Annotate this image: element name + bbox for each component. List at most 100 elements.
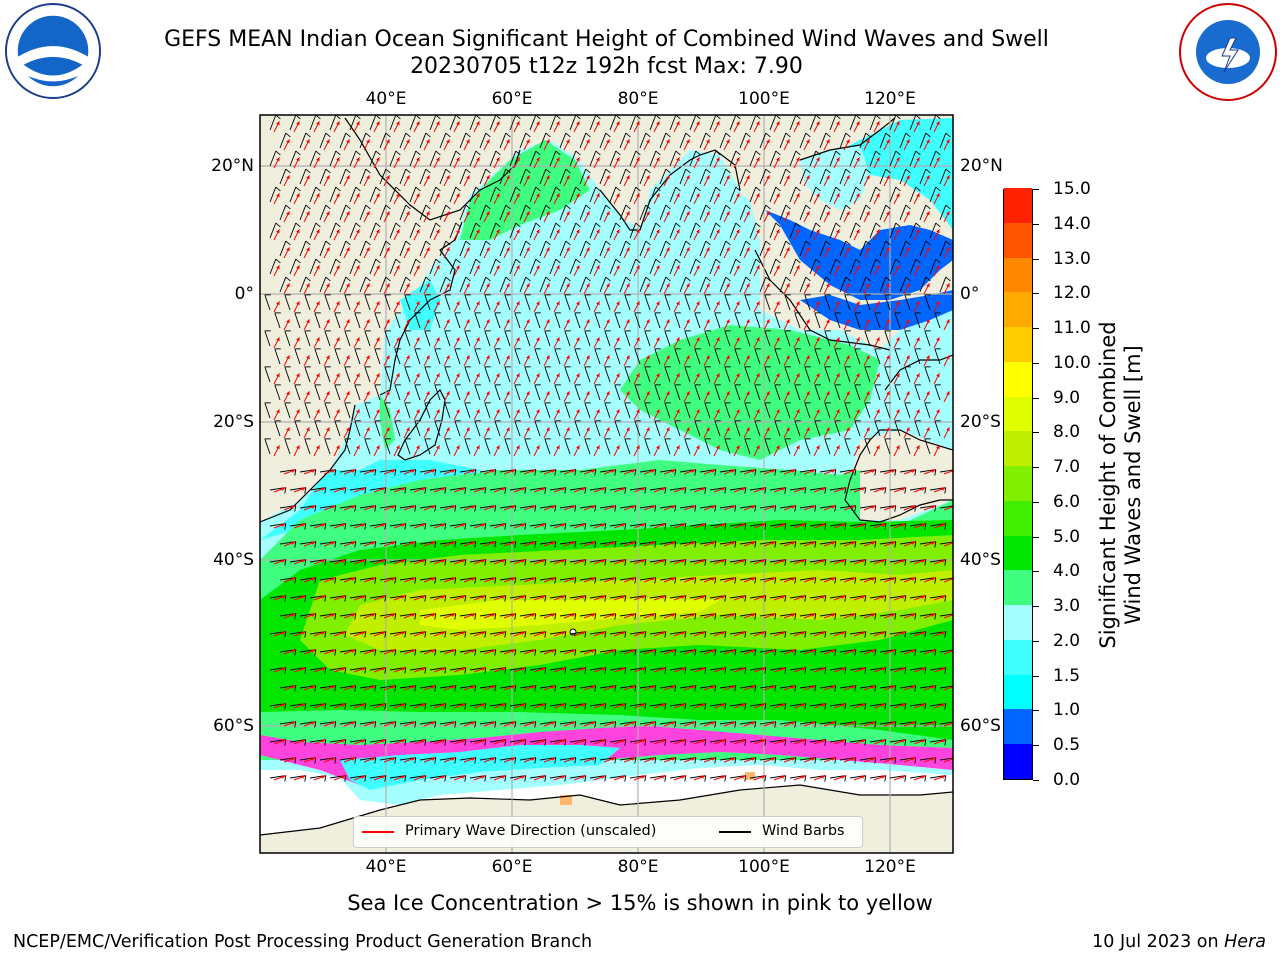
wave-direction-arrow — [883, 319, 890, 331]
wind-barb — [439, 240, 451, 257]
wave-direction-arrow — [813, 265, 820, 277]
wind-barb — [629, 258, 641, 275]
wave-direction-arrow — [453, 121, 460, 133]
wind-barb — [844, 402, 851, 419]
wave-direction-arrow — [763, 139, 770, 151]
wave-direction-arrow — [823, 577, 836, 583]
wave-direction-arrow — [633, 559, 646, 565]
wind-barb — [714, 312, 721, 329]
wind-barb — [884, 330, 891, 347]
wind-barb — [734, 312, 741, 329]
wind-barb — [849, 150, 861, 167]
wind-barb — [464, 294, 471, 311]
wave-direction-arrow — [773, 487, 786, 493]
wind-barb — [779, 168, 791, 185]
wave-direction-arrow — [473, 523, 486, 529]
wave-direction-arrow — [443, 469, 456, 475]
wave-direction-arrow — [613, 121, 620, 133]
wind-barb — [859, 240, 871, 257]
wind-barb — [724, 330, 731, 347]
wave-direction-arrow — [753, 337, 760, 349]
wind-barb — [894, 312, 901, 329]
wave-direction-arrow — [433, 631, 446, 637]
wind-barb — [674, 384, 681, 401]
wave-direction-arrow — [783, 247, 790, 259]
wave-direction-arrow — [913, 229, 920, 241]
wave-direction-arrow — [363, 139, 370, 151]
wind-barb — [924, 366, 931, 383]
wave-direction-arrow — [303, 175, 310, 187]
wind-barb — [844, 438, 851, 455]
wind-barb — [799, 276, 811, 293]
wave-direction-arrow — [613, 595, 626, 601]
wave-direction-arrow — [373, 703, 386, 709]
wave-direction-arrow — [803, 175, 810, 187]
wave-direction-arrow — [623, 649, 636, 655]
wave-direction-arrow — [863, 355, 870, 367]
wind-barb — [529, 186, 541, 203]
wave-direction-arrow — [873, 265, 880, 277]
colorbar-tick-label: 14.0 — [1053, 213, 1091, 234]
wave-direction-arrow — [673, 445, 680, 457]
wave-direction-arrow — [853, 265, 860, 277]
wind-barb — [764, 294, 771, 311]
wave-direction-arrow — [543, 685, 556, 691]
wind-barb — [734, 420, 741, 437]
wave-direction-arrow — [933, 667, 946, 673]
wind-barb — [719, 204, 731, 221]
wave-direction-arrow — [563, 319, 570, 331]
wave-direction-arrow — [463, 283, 470, 295]
wave-direction-arrow — [813, 157, 820, 169]
wave-direction-arrow — [803, 139, 810, 151]
colorbar-segment — [1004, 604, 1032, 640]
wave-direction-arrow — [563, 685, 576, 691]
wave-direction-arrow — [473, 229, 480, 241]
wind-barb — [694, 312, 701, 329]
wave-direction-arrow — [763, 175, 770, 187]
wave-direction-arrow — [473, 559, 486, 565]
wind-barb — [759, 240, 771, 257]
wave-direction-arrow — [423, 757, 436, 763]
wave-direction-arrow — [563, 613, 576, 619]
wave-direction-arrow — [903, 391, 910, 403]
wave-direction-arrow — [513, 193, 520, 205]
wave-direction-arrow — [863, 283, 870, 295]
wave-direction-arrow — [933, 775, 946, 781]
wave-direction-arrow — [703, 283, 710, 295]
wave-direction-arrow — [493, 667, 506, 673]
wave-direction-arrow — [493, 193, 500, 205]
wave-direction-arrow — [843, 283, 850, 295]
wind-barb — [694, 420, 701, 437]
wave-direction-arrow — [273, 775, 286, 781]
wave-direction-arrow — [643, 721, 656, 727]
wave-direction-arrow — [273, 487, 286, 493]
wave-direction-arrow — [333, 337, 340, 349]
wind-barb — [804, 366, 811, 383]
wave-direction-arrow — [283, 469, 296, 475]
wind-barb — [369, 258, 381, 275]
wind-barb — [434, 348, 441, 365]
wave-direction-arrow — [293, 301, 300, 313]
wave-direction-arrow — [693, 373, 700, 385]
wave-direction-arrow — [673, 667, 686, 673]
wind-barb — [694, 384, 701, 401]
wind-barb — [374, 420, 381, 437]
wave-direction-arrow — [823, 427, 830, 439]
wind-barb — [779, 132, 791, 149]
wind-barb — [759, 168, 771, 185]
wave-direction-arrow — [503, 391, 510, 403]
wave-direction-arrow — [733, 373, 740, 385]
wave-direction-arrow — [713, 337, 720, 349]
wind-barb — [824, 438, 831, 455]
wind-barb — [624, 366, 631, 383]
wave-direction-arrow — [553, 121, 560, 133]
wave-direction-arrow — [423, 139, 430, 151]
wind-barb — [439, 276, 451, 293]
wave-direction-arrow — [443, 355, 450, 367]
wave-direction-arrow — [383, 391, 390, 403]
wind-barb — [819, 276, 831, 293]
wave-direction-arrow — [523, 319, 530, 331]
colorbar-tick-mark — [1033, 432, 1039, 434]
wave-direction-arrow — [333, 739, 346, 745]
wind-barb — [939, 649, 953, 653]
